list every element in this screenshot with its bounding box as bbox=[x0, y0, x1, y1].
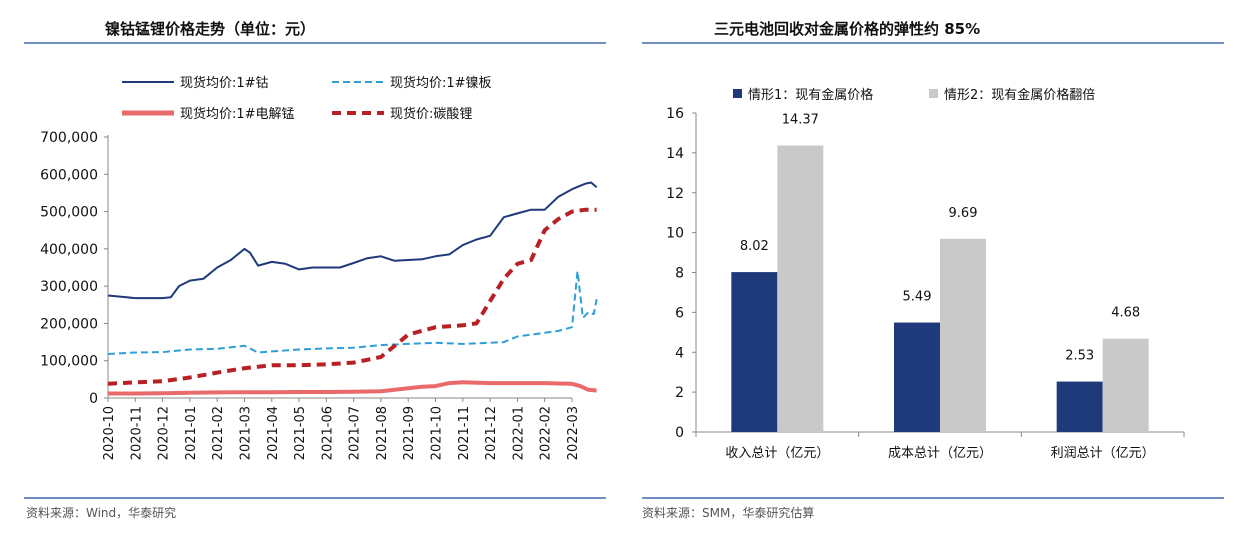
y-tick-label: 8 bbox=[675, 266, 684, 282]
bar bbox=[1056, 381, 1103, 432]
x-tick-label: 2021-10 bbox=[430, 406, 445, 460]
legend-swatch bbox=[733, 89, 742, 98]
left-bottom-rule bbox=[24, 497, 606, 499]
y-tick-label: 4 bbox=[675, 345, 684, 361]
bar bbox=[894, 322, 940, 432]
right-source-note: 资料来源：SMM，华泰研究估算 bbox=[642, 506, 815, 520]
bar-value-label: 9.69 bbox=[949, 206, 978, 221]
x-tick-label: 2021-07 bbox=[348, 406, 363, 460]
x-tick-label: 2020-11 bbox=[129, 406, 144, 460]
y-tick-label: 400,000 bbox=[40, 242, 98, 258]
x-tick-label: 2021-06 bbox=[320, 406, 335, 460]
bar-value-label: 4.68 bbox=[1111, 306, 1140, 321]
bar-value-label: 8.02 bbox=[740, 239, 769, 254]
y-tick-label: 0 bbox=[675, 425, 684, 441]
bar-value-label: 2.53 bbox=[1065, 349, 1094, 364]
x-category-label: 成本总计（亿元） bbox=[888, 446, 992, 461]
right-bottom-rule bbox=[642, 497, 1224, 499]
y-tick-label: 12 bbox=[666, 186, 684, 202]
x-tick-label: 2022-01 bbox=[511, 406, 526, 460]
right-top-rule bbox=[642, 42, 1224, 44]
x-tick-label: 2020-12 bbox=[157, 406, 172, 460]
series-line bbox=[107, 270, 598, 355]
legend-label: 情形2：现有金属价格翻倍 bbox=[944, 87, 1095, 103]
y-tick-label: 6 bbox=[675, 305, 684, 321]
legend-label: 现货均价:1#电解锰 bbox=[180, 106, 295, 122]
x-tick-label: 2021-01 bbox=[184, 406, 199, 460]
bar bbox=[777, 145, 824, 433]
legend-label: 现货价:碳酸锂 bbox=[390, 106, 472, 122]
bar bbox=[940, 238, 986, 432]
x-tick-label: 2021-09 bbox=[402, 406, 417, 460]
x-category-label: 利润总计（亿元） bbox=[1051, 446, 1155, 461]
legend-swatch bbox=[929, 89, 938, 98]
bar bbox=[731, 272, 778, 432]
legend-label: 现货均价:1#镍板 bbox=[390, 75, 492, 91]
y-tick-label: 500,000 bbox=[40, 205, 98, 221]
x-tick-label: 2021-03 bbox=[238, 406, 253, 460]
x-tick-label: 2021-04 bbox=[266, 406, 281, 460]
x-tick-label: 2021-02 bbox=[211, 406, 226, 460]
bar-chart: 情形1：现有金属价格 情形2：现有金属价格翻倍 0 2 4 6 8 10 12 14 16 8.02 1… bbox=[666, 87, 1185, 461]
right-panel: 三元电池回收对金属价格的弹性约 85% 情形1：现有金属价格 情形2：现有金属价格… bbox=[636, 0, 1251, 533]
series-line bbox=[107, 181, 598, 300]
x-tick-label: 2022-03 bbox=[566, 406, 581, 460]
x-tick-label: 2022-02 bbox=[539, 406, 554, 460]
y-tick-label: 100,000 bbox=[40, 354, 98, 370]
x-tick-label: 2021-11 bbox=[457, 406, 472, 460]
legend-label: 现货均价:1#钴 bbox=[180, 75, 269, 91]
y-tick-label: 700,000 bbox=[40, 130, 98, 146]
x-category-label: 收入总计（亿元） bbox=[725, 446, 829, 461]
y-tick-label: 2 bbox=[675, 385, 684, 401]
left-panel: 镍钴锰锂价格走势（单位：元） 现货均价:1#钴 现货均价:1#镍板现货均价:1#电… bbox=[0, 0, 615, 533]
right-chart-title: 三元电池回收对金属价格的弹性约 85% bbox=[714, 20, 981, 38]
bar-value-label: 14.37 bbox=[782, 112, 819, 127]
left-source-note: 资料来源：Wind，华泰研究 bbox=[26, 506, 177, 520]
left-top-rule bbox=[24, 42, 606, 44]
y-tick-label: 600,000 bbox=[40, 167, 98, 183]
y-tick-label: 0 bbox=[89, 391, 98, 407]
bar bbox=[1102, 338, 1149, 432]
y-tick-label: 200,000 bbox=[40, 316, 98, 332]
y-tick-label: 16 bbox=[666, 106, 684, 122]
x-tick-label: 2020-10 bbox=[102, 406, 117, 460]
legend-label: 情形1：现有金属价格 bbox=[748, 87, 873, 103]
series-line bbox=[107, 207, 597, 386]
x-tick-label: 2021-12 bbox=[484, 406, 499, 460]
y-tick-label: 300,000 bbox=[40, 279, 98, 295]
series-line bbox=[108, 380, 597, 396]
x-tick-label: 2021-05 bbox=[293, 406, 308, 460]
x-tick-label: 2021-08 bbox=[375, 406, 390, 460]
bar-value-label: 5.49 bbox=[903, 290, 932, 305]
y-tick-label: 10 bbox=[666, 226, 684, 242]
left-chart-title: 镍钴锰锂价格走势（单位：元） bbox=[105, 20, 316, 38]
y-tick-label: 14 bbox=[666, 146, 684, 162]
